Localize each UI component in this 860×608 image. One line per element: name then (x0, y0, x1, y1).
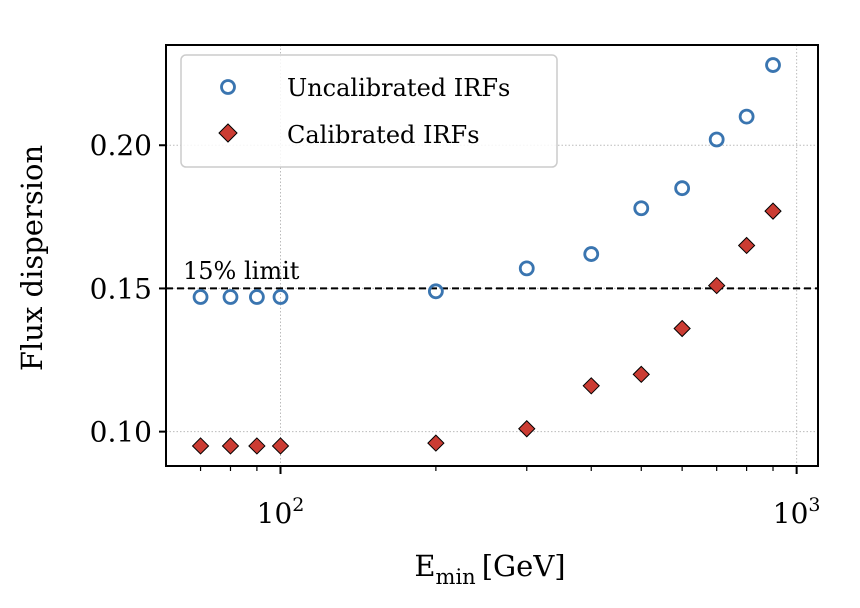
legend-label-uncalibrated: Uncalibrated IRFs (287, 74, 510, 102)
y-tick-label: 0.20 (90, 129, 152, 162)
calibrated-point (427, 434, 445, 452)
uncalibrated-point (708, 131, 725, 148)
uncalibrated-point (518, 260, 535, 277)
calibrated-point (737, 236, 756, 255)
x-tick-label: 102 (257, 494, 305, 530)
calibrated-point (221, 437, 240, 455)
uncalibrated-point (272, 289, 289, 305)
x-axis-label: Emin [GeV] (414, 549, 565, 589)
x-tick-label: 103 (773, 494, 821, 530)
x-tick-label-base: 10 (773, 497, 809, 530)
calibrated-point (632, 365, 650, 384)
legend-box (180, 54, 558, 168)
y-tick-label: 0.10 (90, 416, 152, 449)
calibrated-point (582, 377, 600, 395)
legend-marker-uncalibrated (220, 79, 236, 95)
calibrated-point (707, 276, 726, 295)
uncalibrated-point (583, 246, 600, 262)
uncalibrated-point (427, 283, 444, 300)
calibrated-point (248, 437, 266, 455)
x-axis-label-subscript: min (436, 565, 476, 589)
x-tick-label-exponent: 2 (292, 494, 304, 516)
legend: Uncalibrated IRFs Calibrated IRFs (180, 54, 558, 168)
legend-label-calibrated: Calibrated IRFs (287, 121, 480, 149)
x-axis-label-main: E (414, 549, 435, 583)
calibrated-point (271, 437, 290, 455)
data-marks (191, 57, 782, 455)
uncalibrated-point (674, 180, 691, 197)
calibrated-point (673, 319, 691, 338)
y-tick-label: 0.15 (90, 272, 152, 305)
calibrated-point (764, 202, 782, 220)
x-tick-label-exponent: 3 (808, 494, 820, 516)
uncalibrated-point (222, 289, 239, 305)
calibrated-point (191, 437, 210, 455)
uncalibrated-point (192, 289, 209, 305)
plot-frame (165, 44, 819, 467)
uncalibrated-point (633, 200, 650, 217)
x-tick-label-base: 10 (257, 497, 293, 530)
x-axis-label-unit: [GeV] (482, 549, 566, 583)
uncalibrated-point (765, 57, 781, 73)
y-axis-label: Flux dispersion (15, 145, 49, 371)
reference-line-label: 15% limit (183, 257, 300, 285)
calibrated-point (518, 420, 536, 438)
uncalibrated-point (248, 289, 265, 305)
legend-marker-calibrated (218, 123, 238, 143)
uncalibrated-point (738, 108, 755, 125)
